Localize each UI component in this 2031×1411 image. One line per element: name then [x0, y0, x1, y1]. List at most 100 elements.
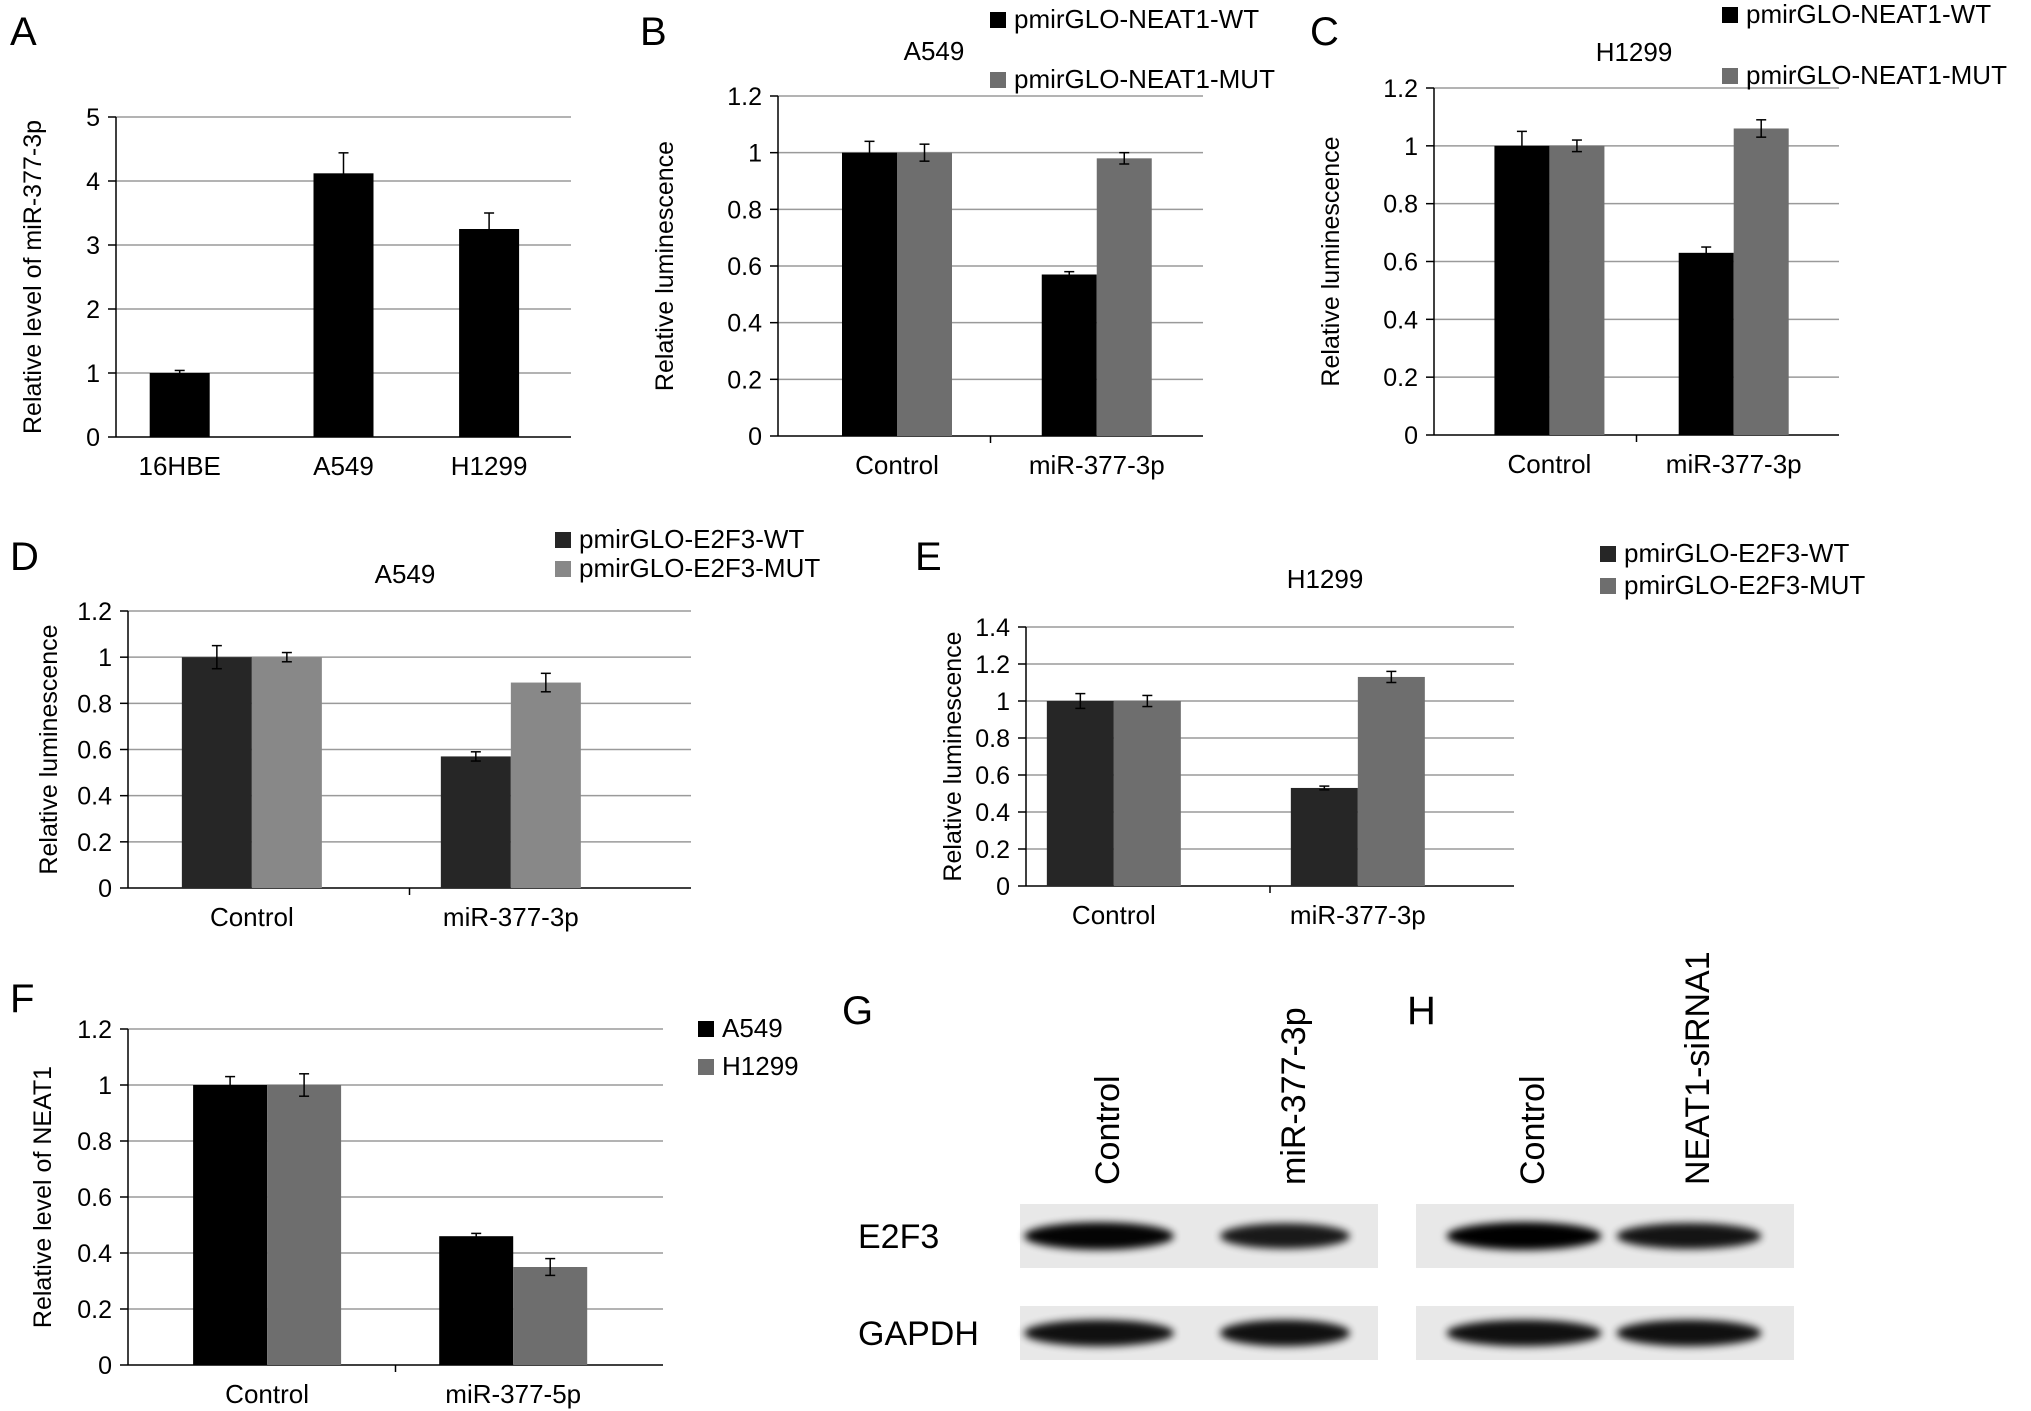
y-tick-label: 0.2	[1383, 364, 1418, 392]
y-tick-label: 0.2	[77, 1296, 112, 1324]
y-axis-label: Relative luminescence	[35, 624, 63, 874]
y-tick-label: 0.8	[77, 690, 112, 718]
category-label: Control	[1508, 449, 1592, 479]
y-tick-label: 4	[86, 168, 100, 196]
legend-swatch	[698, 1059, 714, 1075]
bar	[1113, 701, 1181, 886]
bar	[513, 1267, 588, 1365]
legend-label: pmirGLO-E2F3-MUT	[1624, 570, 1865, 600]
y-tick-label: 0	[748, 423, 762, 451]
category-label: miR-377-3p	[1290, 900, 1426, 930]
y-tick-label: 0	[98, 1352, 112, 1380]
bar	[459, 229, 520, 437]
y-tick-label: 1.2	[77, 1016, 112, 1044]
y-tick-label: 1.2	[77, 598, 112, 626]
y-tick-label: 0.4	[975, 799, 1010, 827]
category-label: miR-377-5p	[445, 1379, 581, 1409]
bar	[313, 173, 374, 437]
category-label: Control	[210, 902, 294, 932]
legend-swatch	[1722, 7, 1738, 23]
category-label: miR-377-3p	[1666, 449, 1802, 479]
y-axis-label: Relative level of NEAT1	[29, 1066, 57, 1328]
blot-band	[1446, 1222, 1602, 1250]
lane-label: NEAT1-siRNA1	[1679, 951, 1717, 1185]
y-tick-label: 0.8	[975, 725, 1010, 753]
legend-swatch	[1722, 68, 1738, 84]
y-tick-label: 0.4	[1383, 306, 1418, 334]
y-tick-label: 0.6	[727, 253, 762, 281]
bar	[1678, 252, 1734, 435]
y-tick-label: 1.2	[727, 83, 762, 111]
y-tick-label: 0.8	[1383, 191, 1418, 219]
blot-band	[1024, 1222, 1174, 1250]
panel-letter: A	[10, 10, 37, 54]
category-label: Control	[1072, 900, 1156, 930]
legend-label: pmirGLO-NEAT1-MUT	[1746, 60, 2007, 90]
y-tick-label: 0.8	[77, 1128, 112, 1156]
legend-swatch	[555, 561, 571, 577]
bar	[440, 756, 511, 888]
bar	[842, 152, 897, 436]
y-tick-label: 1.2	[975, 651, 1010, 679]
y-tick-label: 0.2	[77, 829, 112, 857]
bar	[1494, 145, 1550, 436]
bar	[1733, 128, 1789, 435]
legend-label: pmirGLO-E2F3-MUT	[579, 553, 820, 583]
bar	[267, 1085, 342, 1365]
category-label: A549	[313, 451, 374, 481]
bar	[149, 373, 210, 437]
y-tick-label: 1	[86, 360, 100, 388]
chart-subtitle: A549	[904, 36, 965, 66]
category-label: Control	[855, 450, 939, 480]
chart-subtitle: H1299	[1596, 37, 1673, 67]
charts-layer: A 0 1 2 3 4 5 Relative level of miR-377-3p 16HBE…	[10, 0, 2007, 1409]
blot-band	[1616, 1319, 1762, 1347]
blot-band	[1616, 1223, 1762, 1249]
bar	[1549, 145, 1605, 436]
legend-swatch	[555, 532, 571, 548]
y-axis-label: Relative level of miR-377-3p	[19, 120, 47, 434]
panel-letter: G	[842, 989, 873, 1033]
legend-swatch	[1600, 578, 1616, 594]
bar	[181, 657, 252, 888]
protein-label: GAPDH	[858, 1315, 979, 1353]
category-label: miR-377-3p	[443, 902, 579, 932]
y-tick-label: 0	[98, 875, 112, 903]
y-tick-label: 1.2	[1383, 75, 1418, 103]
bar	[1041, 274, 1097, 436]
legend-label: pmirGLO-NEAT1-WT	[1014, 4, 1259, 34]
legend-label: pmirGLO-NEAT1-MUT	[1014, 64, 1275, 94]
legend-swatch	[990, 72, 1006, 88]
legend-label: A549	[722, 1013, 783, 1043]
blot-panel-h: H Control NEAT1-siRNA1	[1407, 951, 1794, 1360]
bar	[510, 682, 581, 888]
y-tick-label: 0.4	[727, 310, 762, 338]
y-tick-label: 0	[86, 424, 100, 452]
y-tick-label: 1.4	[975, 614, 1010, 642]
bar	[1046, 701, 1114, 886]
legend-label: pmirGLO-E2F3-WT	[1624, 538, 1849, 568]
y-tick-label: 5	[86, 104, 100, 132]
y-tick-label: 0.2	[727, 366, 762, 394]
panel-letter: D	[10, 535, 39, 579]
blot-band	[1220, 1223, 1350, 1249]
panel-letter: B	[640, 10, 667, 54]
y-tick-label: 0.6	[77, 1184, 112, 1212]
legend-swatch	[990, 12, 1006, 28]
blot-band	[1446, 1319, 1602, 1347]
bar	[897, 152, 952, 436]
y-tick-label: 0.2	[975, 836, 1010, 864]
bar	[251, 657, 322, 888]
y-tick-label: 0.8	[727, 196, 762, 224]
legend-label: pmirGLO-E2F3-WT	[579, 524, 804, 554]
category-label: H1299	[451, 451, 528, 481]
category-label: 16HBE	[139, 451, 221, 481]
blot-panel-g: G Control miR-377-3p E2F3 GAPDH	[842, 989, 1378, 1360]
blot-band	[1024, 1319, 1174, 1347]
y-tick-label: 1	[98, 1072, 112, 1100]
y-tick-label: 3	[86, 232, 100, 260]
legend-swatch	[698, 1021, 714, 1037]
chart-panel-e: E 0 0.2 0.4 0.6 0.8 1 1.2 1.4 Relative luminescen…	[915, 535, 1865, 930]
blots-layer: G Control miR-377-3p E2F3 GAPDH H Control NEAT1…	[842, 951, 1794, 1360]
